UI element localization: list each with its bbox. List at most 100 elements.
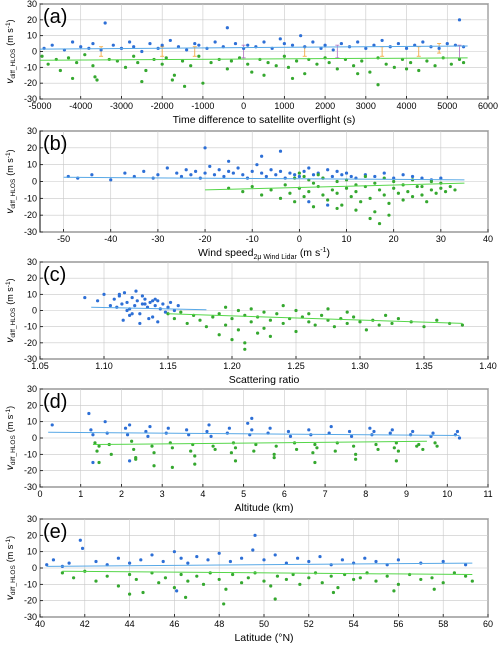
data-point-blue	[172, 308, 176, 313]
data-point-green	[390, 321, 394, 326]
data-point-blue	[445, 41, 449, 46]
y-tick-label: -10	[24, 322, 37, 332]
data-point-blue	[396, 558, 400, 562]
data-point-green	[406, 190, 410, 194]
data-point-green	[172, 586, 176, 590]
data-point-green	[211, 444, 215, 448]
data-point-blue	[156, 299, 160, 303]
data-point-blue	[236, 166, 240, 170]
data-point-green	[320, 313, 324, 317]
data-point-green	[217, 312, 221, 316]
data-point-blue	[117, 292, 121, 296]
data-point-blue	[203, 171, 207, 175]
data-point-blue	[293, 173, 297, 177]
data-point-green	[430, 576, 434, 580]
data-point-blue	[161, 559, 165, 564]
y-tick-label: 30	[27, 126, 37, 136]
data-point-green	[185, 321, 189, 326]
x-tick-label: -40	[104, 234, 117, 244]
data-point-green	[184, 595, 188, 600]
data-point-blue	[344, 171, 349, 175]
y-axis-label-unit-end: )	[5, 536, 15, 539]
y-axis-label: vdiff_HLOS (m s-1)	[5, 19, 17, 83]
data-point-blue	[134, 289, 138, 293]
data-point-blue	[176, 45, 181, 49]
x-tick-label: 48	[214, 619, 224, 629]
y-axis-label-subscript: diff_HLOS	[10, 307, 17, 338]
data-point-green	[229, 451, 234, 455]
data-point-green	[105, 574, 109, 578]
data-point-blue	[307, 200, 311, 204]
data-point-green	[240, 581, 244, 585]
y-tick-label: 10	[27, 547, 37, 557]
x-tick-label: -3000	[110, 101, 133, 111]
y-axis-label-unit-exp: -1	[5, 281, 12, 287]
data-point-green	[230, 316, 234, 321]
data-point-blue	[246, 43, 250, 47]
data-point-green	[327, 60, 331, 65]
data-point-green	[262, 326, 266, 330]
data-point-blue	[326, 168, 330, 172]
data-point-green	[224, 305, 228, 309]
data-point-blue	[231, 171, 235, 175]
data-point-green	[281, 321, 285, 326]
data-point-blue	[142, 169, 146, 173]
data-point-green	[123, 65, 128, 69]
x-tick-label: 1.20	[223, 361, 241, 371]
data-point-blue	[80, 546, 85, 551]
data-point-blue	[156, 320, 160, 324]
data-point-green	[453, 188, 457, 192]
data-point-blue	[380, 38, 384, 43]
data-point-green	[311, 181, 316, 185]
data-point-green	[421, 447, 425, 452]
data-point-green	[249, 307, 253, 311]
data-point-green	[262, 310, 266, 314]
data-point-blue	[130, 312, 134, 316]
data-point-blue	[282, 41, 286, 46]
data-point-green	[40, 54, 44, 58]
data-point-green	[392, 65, 396, 69]
data-point-blue	[123, 426, 128, 430]
data-point-green	[128, 592, 132, 596]
data-point-blue	[307, 428, 311, 432]
y-tick-label: -30	[24, 612, 37, 622]
x-axis-label: Wind speed2μ Wind Lidar (m s-1)	[198, 247, 330, 261]
x-tick-label: 5	[241, 489, 246, 499]
data-point-green	[401, 198, 405, 202]
data-point-green	[282, 54, 286, 58]
data-point-green	[233, 459, 238, 463]
data-point-green	[373, 181, 377, 185]
y-tick-label: 20	[27, 273, 37, 283]
data-point-green	[392, 179, 396, 184]
data-point-blue	[222, 174, 226, 179]
data-point-green	[384, 313, 388, 317]
x-tick-label: 50	[259, 619, 269, 629]
data-point-green	[97, 444, 101, 448]
data-point-green	[140, 79, 144, 84]
x-tick-label: 10	[442, 489, 452, 499]
x-axis-label-text: Scattering ratio	[229, 374, 300, 386]
data-point-green	[374, 442, 378, 447]
x-tick-label: 1.35	[415, 361, 433, 371]
data-point-blue	[431, 431, 435, 435]
y-tick-label: 20	[27, 400, 37, 410]
data-point-green	[93, 441, 97, 445]
data-point-blue	[283, 176, 287, 180]
data-point-green	[290, 76, 295, 81]
x-tick-label: 1.30	[351, 361, 369, 371]
data-point-green	[298, 582, 302, 586]
y-tick-label: -10	[24, 449, 37, 459]
data-point-blue	[184, 168, 188, 172]
y-tick-label: 30	[27, 257, 37, 267]
y-tick-label: 10	[27, 417, 37, 427]
data-point-green	[394, 459, 398, 463]
data-point-blue	[278, 37, 282, 41]
data-point-blue	[269, 168, 273, 172]
x-tick-label: 3000	[356, 101, 376, 111]
y-tick-label: 30	[27, 384, 37, 394]
y-tick-label: 0	[32, 177, 37, 187]
y-axis-label-unit: (m s	[5, 414, 15, 432]
x-tick-label: 0	[37, 489, 42, 499]
x-tick-label: 20	[389, 234, 399, 244]
data-point-blue	[109, 178, 113, 182]
